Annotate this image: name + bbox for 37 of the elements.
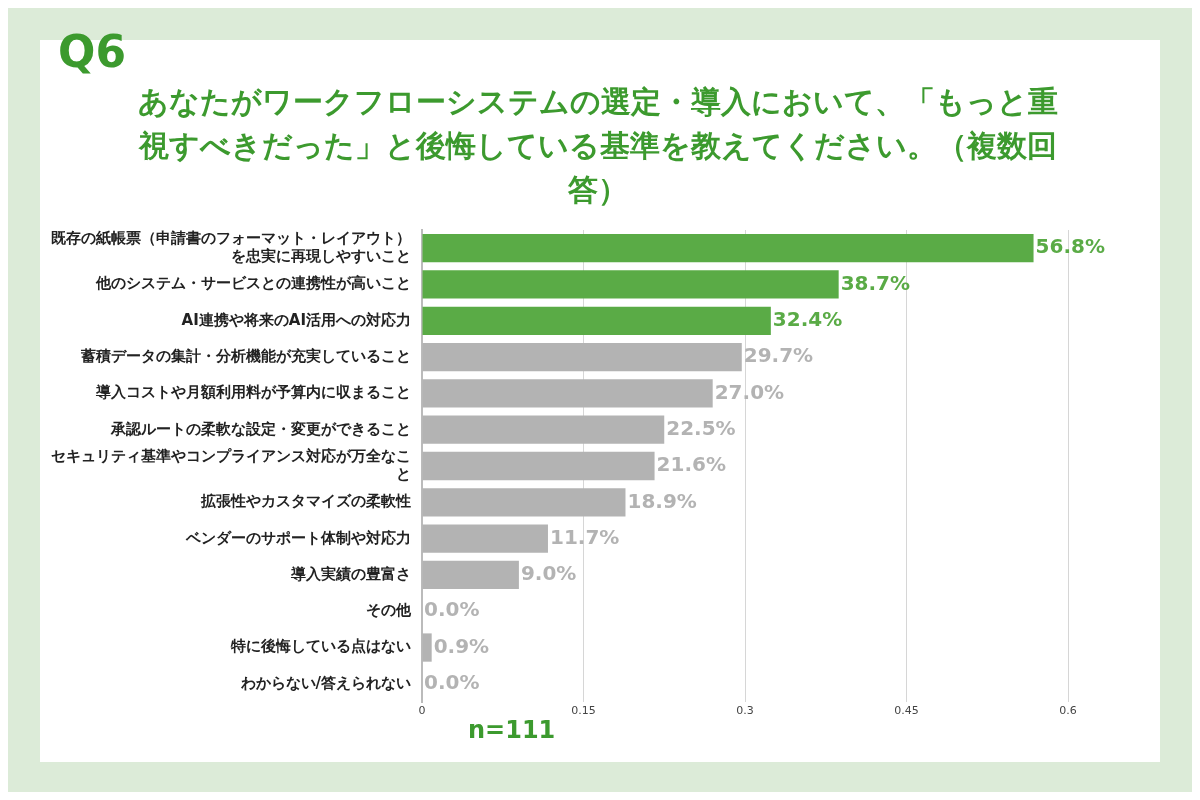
data-label: 0.9% bbox=[433, 633, 490, 658]
y-tick-label: ベンダーのサポート体制や対応力 bbox=[185, 528, 411, 547]
data-label: 27.0% bbox=[714, 379, 785, 404]
y-tick-label: 承認ルートの柔軟な設定・変更ができること bbox=[110, 419, 411, 438]
x-tick-label: 0.3 bbox=[736, 704, 754, 718]
data-label: 9.0% bbox=[520, 561, 577, 586]
data-label: 11.7% bbox=[549, 524, 620, 549]
x-tick-label: 0.45 bbox=[894, 704, 919, 718]
y-tick-label: 既存の紙帳票（申請書のフォーマット・レイアウト）を忠実に再現しやすいこと bbox=[51, 229, 411, 266]
data-label: 0.0% bbox=[424, 597, 480, 622]
y-tick-label: 導入コストや月額利用料が予算内に収まること bbox=[95, 383, 411, 402]
data-label: 22.5% bbox=[666, 415, 736, 440]
y-tick-label: わからない/答えられない bbox=[239, 673, 411, 692]
bar bbox=[422, 306, 771, 335]
y-tick-label: 特に後悔している点はない bbox=[230, 637, 411, 656]
text: Q6 bbox=[58, 26, 127, 77]
data-label: 32.4% bbox=[772, 306, 843, 331]
bar bbox=[422, 234, 1034, 263]
x-tick-label: 0.15 bbox=[571, 704, 596, 718]
text: n=111 bbox=[468, 716, 556, 744]
chart-title: あなたがワークフローシステムの選定・導入において、「もっと重視すべきだった」と後悔している基準を教えてください。（複数回答） bbox=[138, 83, 1058, 209]
data-label: 38.7% bbox=[840, 270, 911, 295]
bar bbox=[422, 270, 839, 299]
data-label: 0.0% bbox=[424, 670, 480, 695]
data-label: 18.9% bbox=[627, 488, 697, 513]
y-tick-label: 蓄積データの集計・分析機能が充実していること bbox=[80, 346, 411, 365]
y-tick-label: セキュリティ基準やコンプライアンス対応が万全なこと bbox=[51, 446, 411, 483]
data-label: 29.7% bbox=[743, 343, 814, 368]
data-label: 56.8% bbox=[1035, 234, 1105, 259]
y-tick-label: AI連携や将来のAI活用への対応力 bbox=[181, 310, 411, 329]
x-tick-label: 0.6 bbox=[1059, 704, 1077, 718]
x-tick-label: 0 bbox=[418, 704, 426, 718]
y-tick-label: その他 bbox=[366, 601, 412, 620]
y-tick-label: 導入実績の豊富さ bbox=[290, 564, 411, 583]
y-tick-label: 拡張性やカスタマイズの柔軟性 bbox=[200, 492, 411, 511]
y-tick-label: 他のシステム・サービスとの連携性が高いこと bbox=[95, 274, 411, 293]
data-label: 21.6% bbox=[656, 452, 726, 477]
